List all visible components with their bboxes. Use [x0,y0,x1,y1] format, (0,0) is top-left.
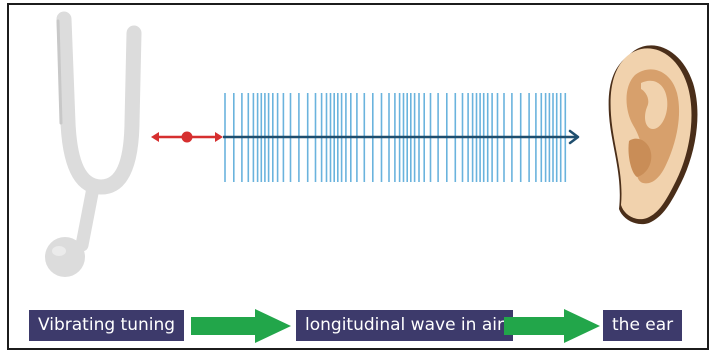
ear-icon [608,45,698,225]
receiver-label-text: the ear [612,315,674,335]
wave-direction-arrow [223,129,580,145]
vibration-arrow [151,131,223,143]
source-label: Vibrating tuning [29,310,185,341]
receiver-label: the ear [603,310,683,341]
flow-arrow-2 [504,309,600,343]
diagram-canvas [45,11,698,277]
tuning-fork-icon [45,11,142,277]
medium-label: longitudinal wave in air [296,310,513,341]
source-label-text: Vibrating tuning [38,315,176,335]
medium-label-text: longitudinal wave in air [305,315,504,335]
flow-arrow-1 [191,309,291,343]
diagram-frame: Vibrating tuning longitudinal wave in ai… [7,3,709,350]
